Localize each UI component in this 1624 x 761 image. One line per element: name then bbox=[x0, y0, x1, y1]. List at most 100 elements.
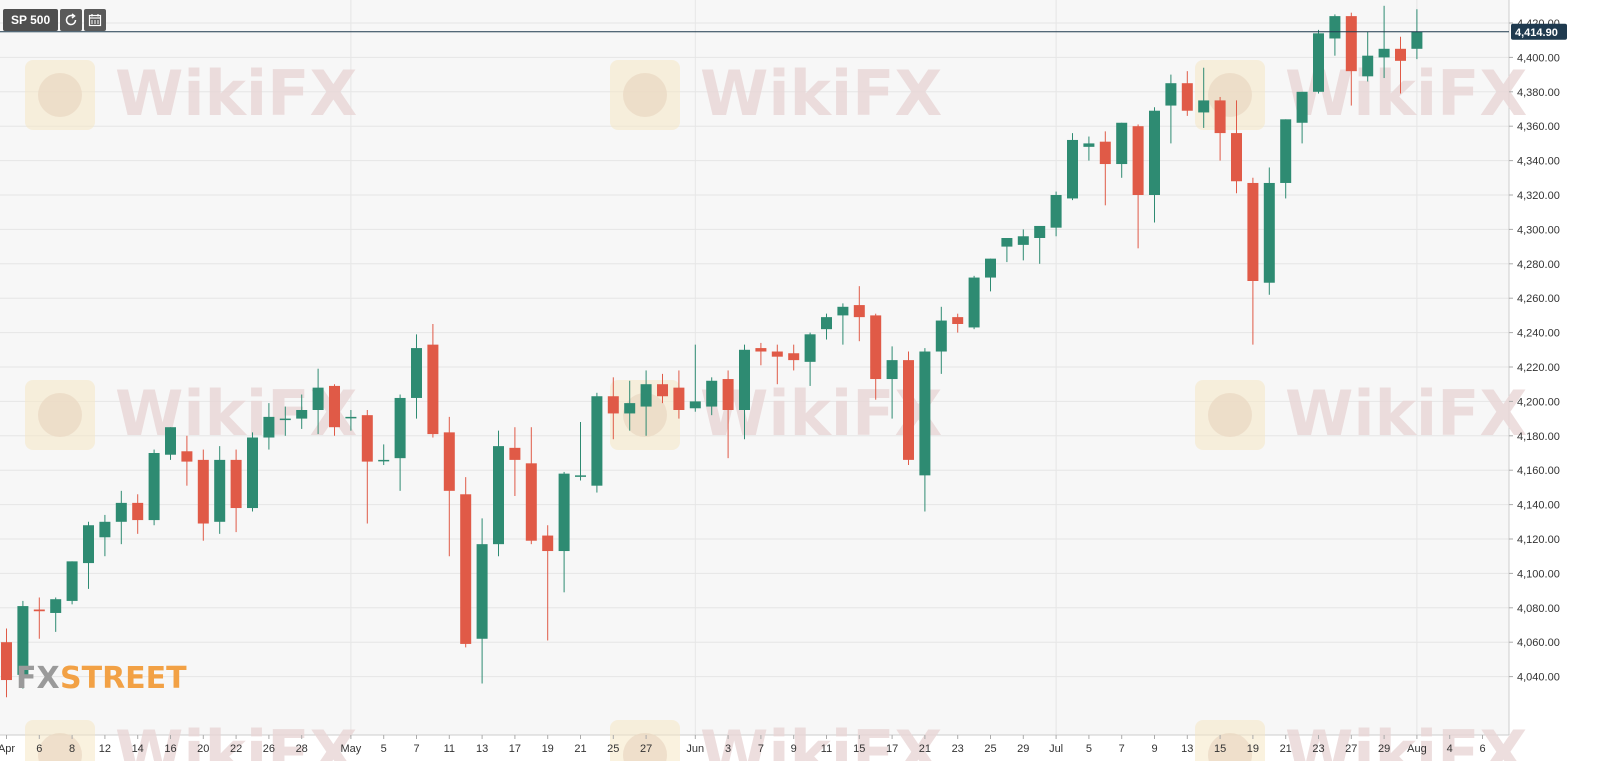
candle[interactable] bbox=[329, 384, 340, 436]
candle-body bbox=[935, 320, 947, 352]
candle[interactable] bbox=[33, 597, 45, 639]
candle[interactable] bbox=[115, 490, 127, 545]
candle[interactable] bbox=[624, 380, 636, 431]
candle[interactable] bbox=[657, 373, 668, 404]
candle[interactable] bbox=[296, 394, 308, 429]
candle[interactable] bbox=[83, 521, 94, 589]
candle[interactable] bbox=[230, 449, 242, 533]
candle[interactable] bbox=[279, 406, 291, 436]
candle-body bbox=[706, 380, 718, 407]
candle[interactable] bbox=[1214, 96, 1226, 161]
candle[interactable] bbox=[1411, 9, 1423, 60]
candle[interactable] bbox=[771, 344, 783, 385]
candle[interactable] bbox=[1313, 29, 1324, 94]
candle[interactable] bbox=[181, 435, 193, 486]
candle[interactable] bbox=[394, 394, 406, 491]
candle[interactable] bbox=[1099, 131, 1111, 206]
candle[interactable] bbox=[460, 477, 472, 648]
calendar-icon[interactable] bbox=[84, 9, 107, 31]
candle[interactable] bbox=[1198, 67, 1210, 128]
candle[interactable] bbox=[837, 303, 849, 345]
candle[interactable] bbox=[821, 313, 832, 340]
candle[interactable] bbox=[673, 370, 685, 419]
candle[interactable] bbox=[1296, 91, 1308, 144]
candle[interactable] bbox=[870, 313, 882, 400]
candle[interactable] bbox=[263, 403, 275, 450]
candle[interactable] bbox=[607, 377, 619, 440]
candle[interactable] bbox=[66, 561, 78, 605]
candle[interactable] bbox=[853, 286, 865, 342]
candle[interactable] bbox=[361, 410, 373, 524]
candle[interactable] bbox=[640, 370, 652, 436]
watermark-text: WikiFX bbox=[1285, 717, 1527, 761]
candle-body bbox=[771, 351, 783, 357]
candle[interactable] bbox=[50, 597, 62, 632]
candle[interactable] bbox=[99, 514, 111, 557]
candle[interactable] bbox=[411, 334, 422, 419]
candle[interactable] bbox=[968, 275, 980, 330]
candle[interactable] bbox=[739, 344, 750, 440]
candle-body bbox=[83, 525, 94, 564]
candle[interactable] bbox=[148, 449, 160, 526]
candle[interactable] bbox=[443, 416, 455, 557]
candle[interactable] bbox=[788, 344, 800, 371]
candle[interactable] bbox=[1, 628, 12, 698]
candle[interactable] bbox=[919, 348, 931, 512]
candle[interactable] bbox=[1017, 229, 1029, 261]
candle[interactable] bbox=[558, 471, 570, 593]
candle[interactable] bbox=[1280, 119, 1292, 199]
candle[interactable] bbox=[1231, 100, 1242, 194]
x-tick-label: 11 bbox=[821, 743, 832, 755]
candle[interactable] bbox=[591, 392, 603, 493]
candle[interactable] bbox=[1378, 5, 1390, 79]
candle[interactable] bbox=[542, 525, 554, 641]
candle[interactable] bbox=[706, 377, 718, 416]
candle[interactable] bbox=[132, 494, 144, 534]
candle[interactable] bbox=[1067, 133, 1078, 201]
candle[interactable] bbox=[1345, 12, 1357, 106]
candle[interactable] bbox=[1001, 238, 1013, 263]
candle[interactable] bbox=[804, 332, 816, 386]
candle[interactable] bbox=[952, 313, 964, 333]
candle[interactable] bbox=[493, 430, 504, 557]
candle[interactable] bbox=[1050, 191, 1062, 237]
candle[interactable] bbox=[1083, 136, 1095, 161]
candle[interactable] bbox=[247, 432, 258, 512]
candle[interactable] bbox=[985, 258, 996, 292]
candle[interactable] bbox=[525, 427, 537, 545]
candle[interactable] bbox=[1034, 225, 1046, 264]
candle[interactable] bbox=[476, 518, 488, 684]
candle[interactable] bbox=[935, 306, 947, 374]
candle[interactable] bbox=[755, 342, 767, 366]
candle[interactable] bbox=[427, 324, 439, 438]
candle[interactable] bbox=[903, 351, 914, 466]
candle[interactable] bbox=[1149, 107, 1160, 223]
candle-body bbox=[1329, 16, 1341, 39]
refresh-icon[interactable] bbox=[60, 9, 83, 31]
candle[interactable] bbox=[575, 422, 586, 481]
candle[interactable] bbox=[1362, 31, 1374, 82]
candle[interactable] bbox=[689, 344, 701, 412]
candle[interactable] bbox=[722, 370, 734, 459]
candle[interactable] bbox=[1247, 177, 1259, 345]
candle[interactable] bbox=[509, 427, 521, 496]
candle[interactable] bbox=[1263, 167, 1275, 295]
candle[interactable] bbox=[345, 410, 357, 431]
candle[interactable] bbox=[312, 368, 324, 435]
candle[interactable] bbox=[165, 427, 176, 460]
candle[interactable] bbox=[1329, 14, 1341, 56]
symbol-label[interactable]: SP 500 bbox=[3, 9, 59, 31]
candle[interactable] bbox=[1395, 36, 1406, 94]
candle[interactable] bbox=[378, 444, 390, 466]
candle[interactable] bbox=[17, 600, 29, 689]
candle[interactable] bbox=[197, 449, 209, 541]
candle[interactable] bbox=[1165, 74, 1177, 144]
candle[interactable] bbox=[214, 446, 226, 534]
candle[interactable] bbox=[1181, 71, 1193, 116]
candle[interactable] bbox=[1132, 124, 1144, 249]
candle[interactable] bbox=[886, 346, 898, 419]
candle[interactable] bbox=[1116, 122, 1128, 178]
candle-body bbox=[230, 459, 242, 509]
y-tick-label: 4,140.00 bbox=[1517, 500, 1560, 512]
